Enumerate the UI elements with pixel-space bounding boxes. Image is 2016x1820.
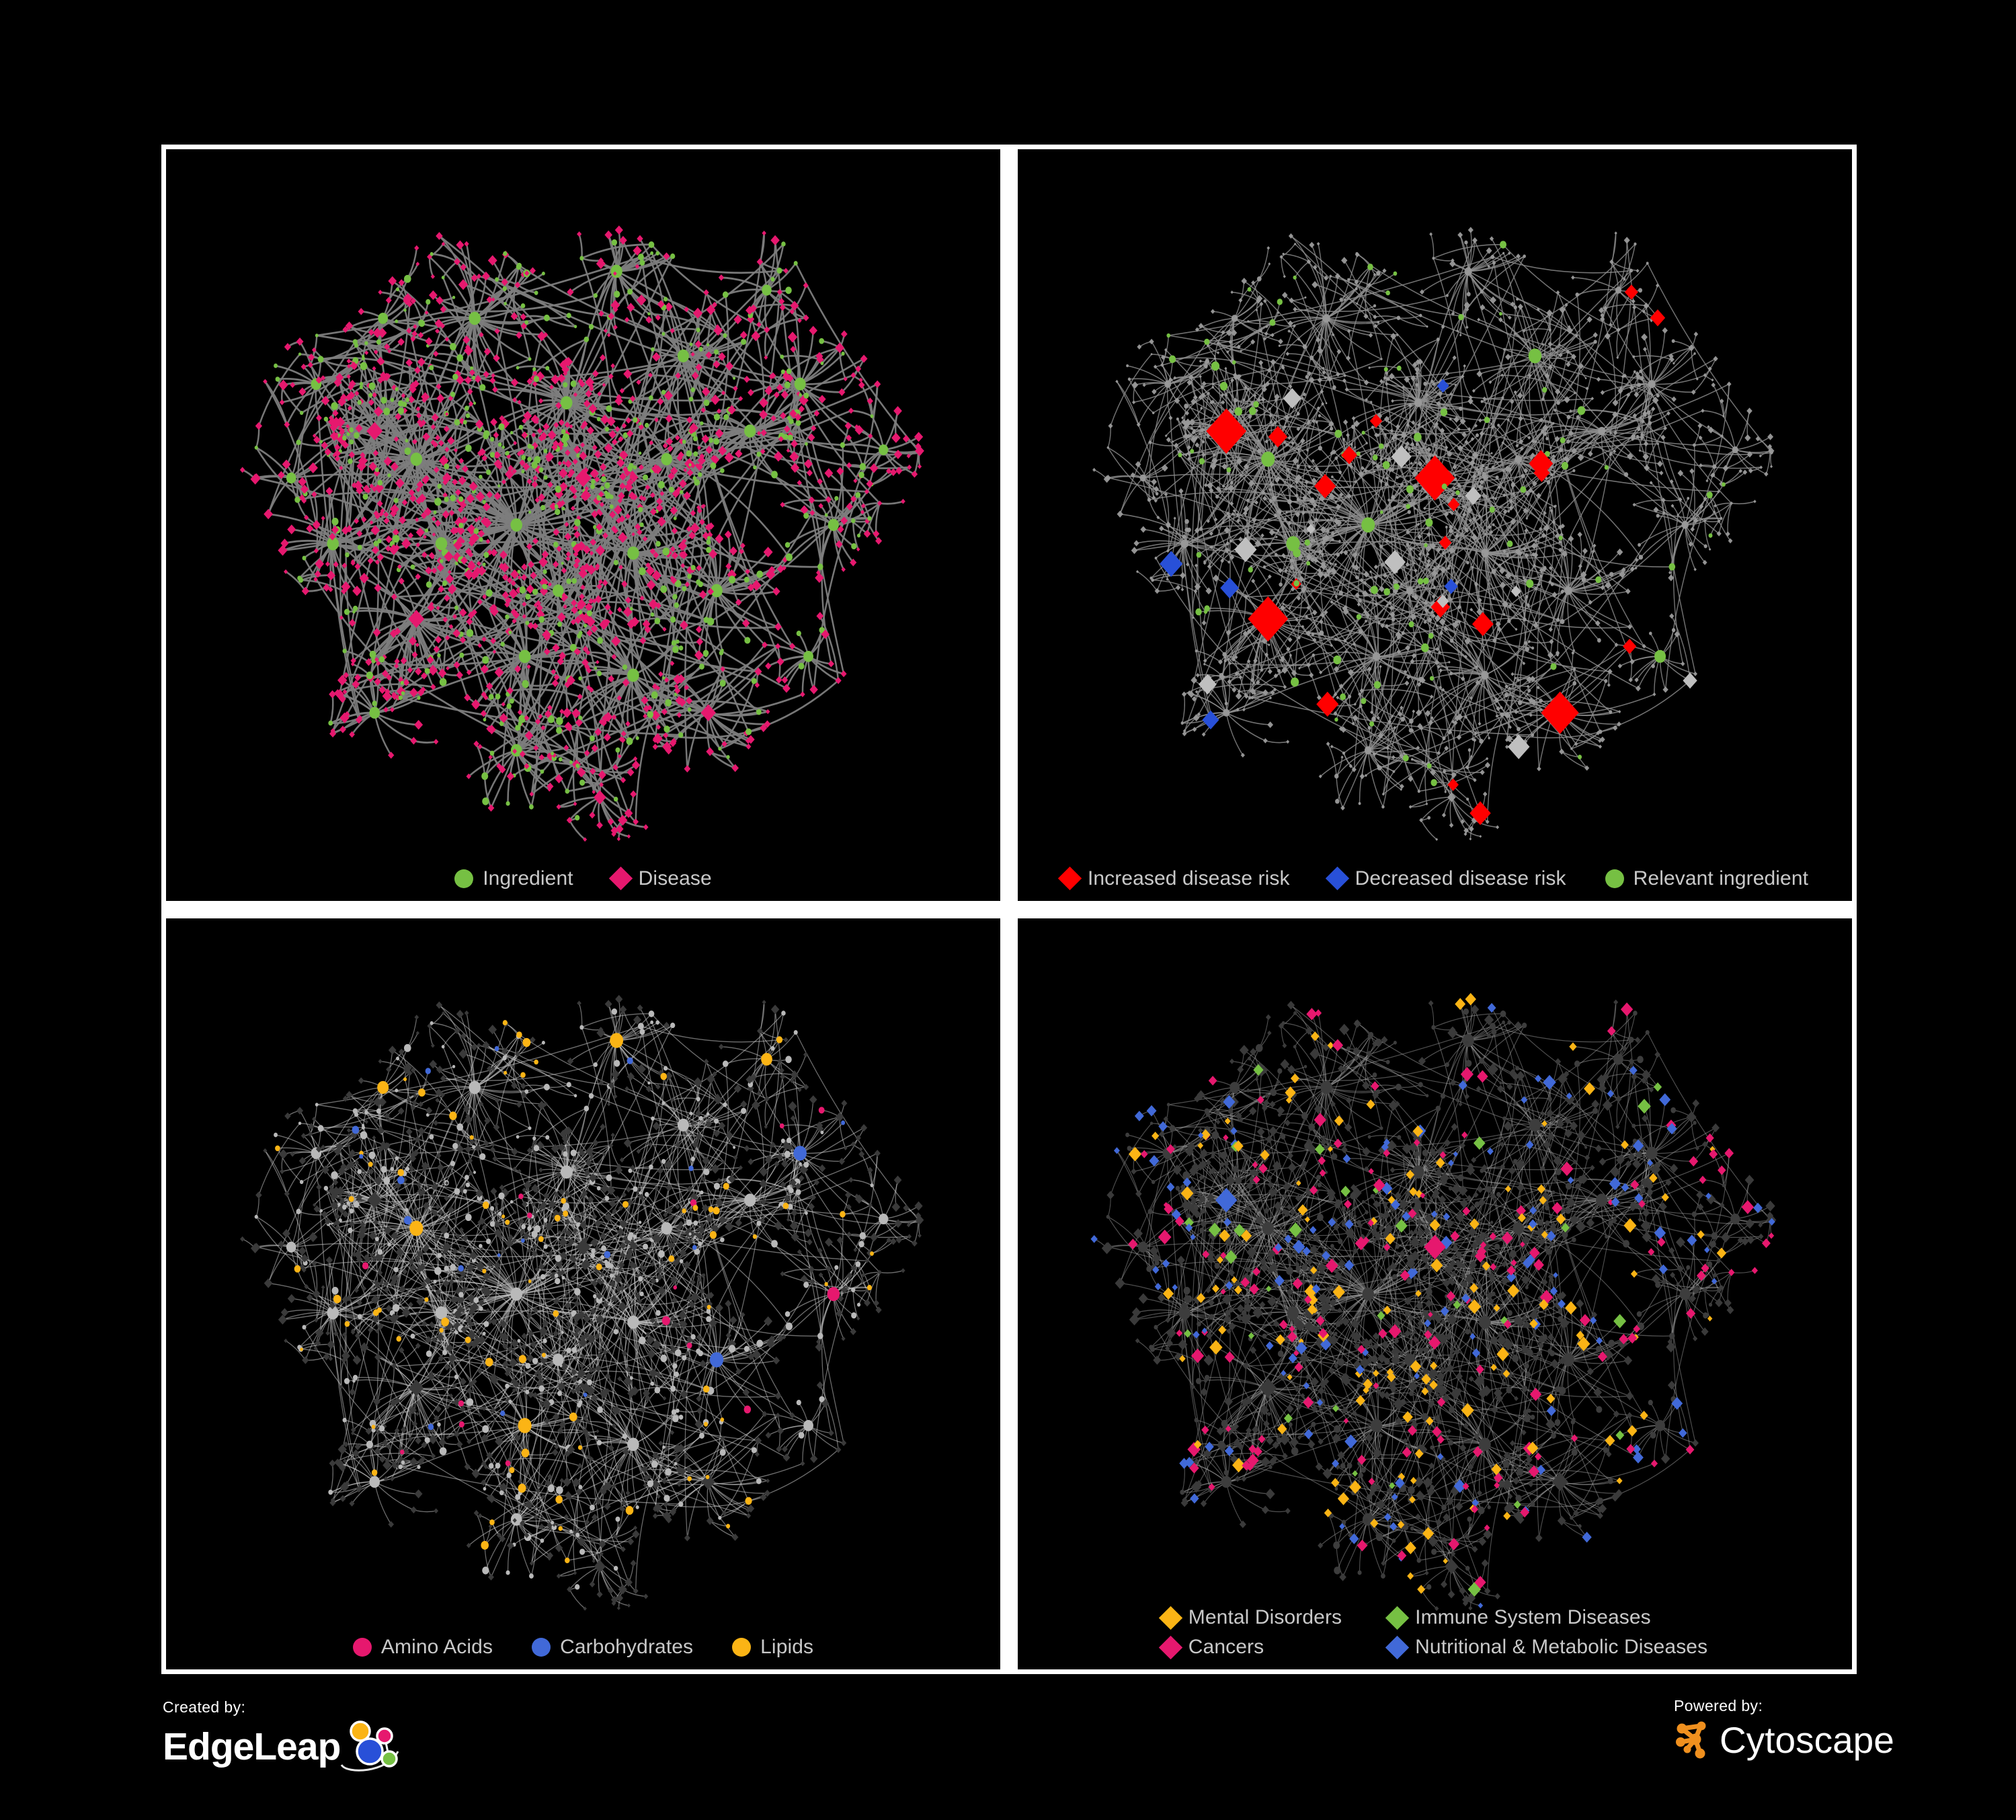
panel-ingredient-disease[interactable]: Ingredient Disease bbox=[161, 145, 1005, 906]
network-canvas-1[interactable] bbox=[166, 149, 1000, 901]
network-canvas-3[interactable] bbox=[166, 918, 1000, 1670]
panel-disease-classes[interactable]: Mental Disorders Immune System Diseases … bbox=[1013, 913, 1857, 1674]
figure-grid: Ingredient Disease Increased disease ris… bbox=[161, 145, 1857, 1674]
edgeleap-logo: EdgeLeap bbox=[163, 1720, 405, 1773]
created-by-branding: Created by: EdgeLeap bbox=[163, 1700, 405, 1773]
panel-ingredient-classes[interactable]: Amino Acids Carbohydrates Lipids bbox=[161, 913, 1005, 1674]
edgeleap-network-logo-icon bbox=[341, 1720, 399, 1772]
network-canvas-4[interactable] bbox=[1018, 918, 1852, 1670]
footer: Created by: EdgeLeap Powered by: bbox=[0, 1681, 2016, 1820]
created-by-kicker: Created by: bbox=[163, 1698, 246, 1716]
cytoscape-wordmark: Cytoscape bbox=[1720, 1718, 1894, 1761]
cytoscape-logo-icon bbox=[1676, 1721, 1706, 1759]
powered-by-kicker: Powered by: bbox=[1674, 1697, 1763, 1714]
powered-by-branding: Powered by: Cytoscape bbox=[1674, 1698, 1894, 1761]
cytoscape-logo: Cytoscape bbox=[1674, 1719, 1894, 1761]
panel-disease-risk[interactable]: Increased disease risk Decreased disease… bbox=[1013, 145, 1857, 906]
network-canvas-2[interactable] bbox=[1018, 149, 1852, 901]
edgeleap-wordmark: EdgeLeap bbox=[163, 1725, 341, 1768]
